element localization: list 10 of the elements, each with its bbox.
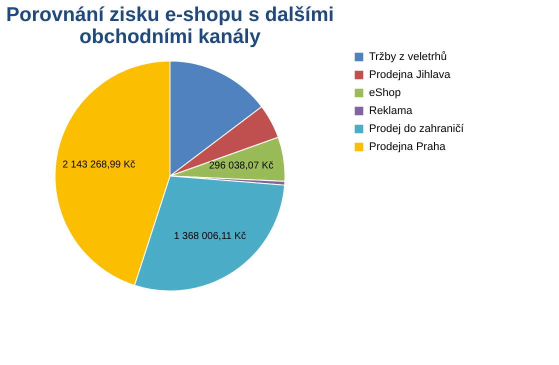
legend-label: Prodejna Jihlava: [369, 69, 452, 81]
data-label: 2 143 268,99 Kč: [62, 160, 136, 171]
data-label: 1 368 006,11 Kč: [174, 230, 246, 242]
chart-title: Porovnání zisku e-shopu s dalšími obchodními kanály: [6, 4, 334, 48]
legend-label: Prodej do zahraničí: [369, 123, 465, 135]
legend-label: Prodejna Praha: [369, 141, 446, 153]
legend-label: Reklama: [369, 105, 414, 117]
legend-label: Tržby z veletrhů: [369, 51, 447, 63]
data-label: 296 038,07 Kč: [208, 160, 274, 172]
legend-label: eShop: [369, 87, 401, 99]
